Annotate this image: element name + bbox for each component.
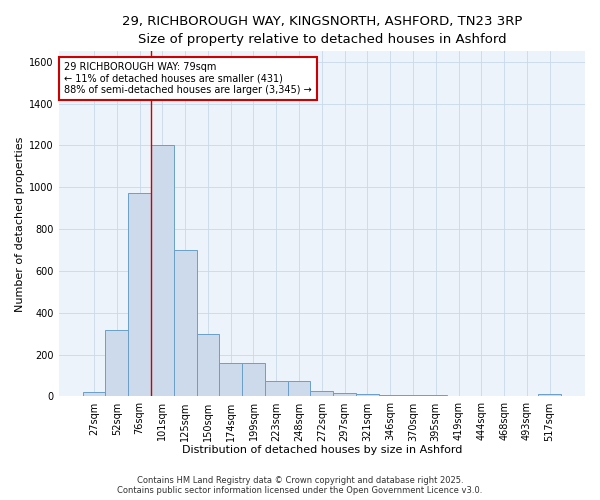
Bar	[197, 334, 219, 396]
Y-axis label: Number of detached properties: Number of detached properties	[15, 136, 25, 312]
Bar	[83, 392, 106, 396]
Bar	[265, 381, 287, 396]
Bar	[333, 394, 356, 396]
Bar	[151, 146, 174, 396]
Bar	[287, 381, 310, 396]
Bar	[128, 192, 151, 396]
Bar	[174, 250, 197, 396]
Bar	[310, 391, 333, 396]
Text: 29 RICHBOROUGH WAY: 79sqm
← 11% of detached houses are smaller (431)
88% of semi: 29 RICHBOROUGH WAY: 79sqm ← 11% of detac…	[64, 62, 311, 95]
Bar	[242, 363, 265, 396]
Title: 29, RICHBOROUGH WAY, KINGSNORTH, ASHFORD, TN23 3RP
Size of property relative to : 29, RICHBOROUGH WAY, KINGSNORTH, ASHFORD…	[122, 15, 522, 46]
Bar	[538, 394, 561, 396]
Bar	[106, 330, 128, 396]
Bar	[379, 395, 401, 396]
Text: Contains HM Land Registry data © Crown copyright and database right 2025.
Contai: Contains HM Land Registry data © Crown c…	[118, 476, 482, 495]
Bar	[356, 394, 379, 396]
X-axis label: Distribution of detached houses by size in Ashford: Distribution of detached houses by size …	[182, 445, 462, 455]
Bar	[219, 363, 242, 396]
